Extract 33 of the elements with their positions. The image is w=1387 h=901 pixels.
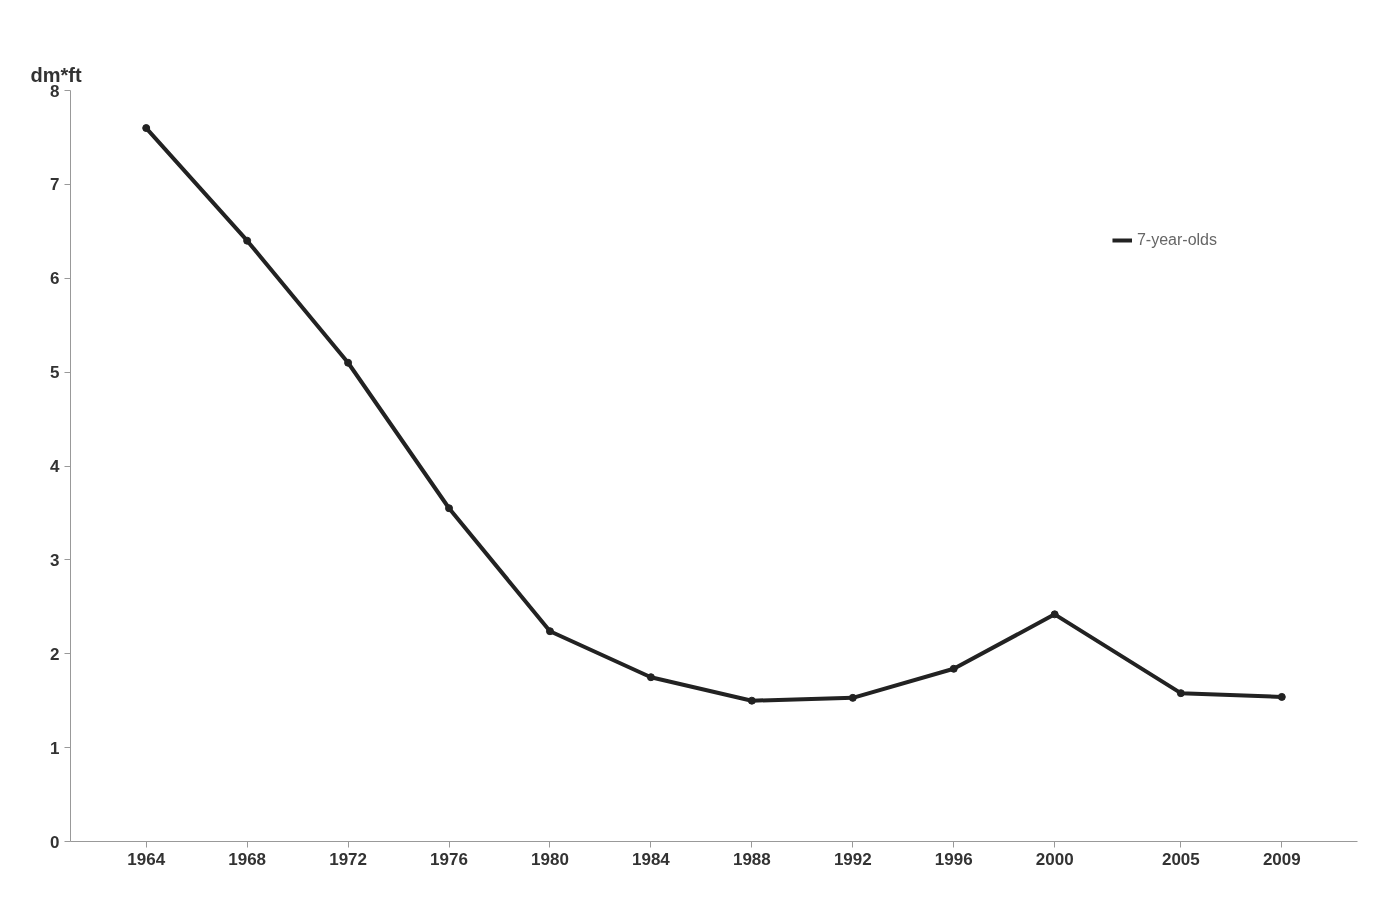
x-tick-label: 1996 [934, 849, 973, 869]
y-tick-label: 0 [50, 832, 60, 852]
y-tick-label: 4 [50, 457, 61, 476]
point [545, 627, 554, 636]
y-tick-label: 6 [50, 269, 60, 289]
point [445, 504, 454, 513]
y-tick-label: 2 [50, 644, 60, 664]
point [142, 124, 151, 133]
point [848, 693, 857, 702]
x-tick-label: 1984 [632, 849, 671, 869]
legend-label: 7-year-olds [1136, 231, 1217, 249]
x-tick-label: 2005 [1161, 849, 1200, 869]
point [949, 664, 958, 673]
point [1277, 692, 1286, 701]
x-tick-label: 1964 [127, 849, 166, 869]
x-tick-label: 1980 [531, 849, 569, 869]
y-tick-label: 5 [50, 363, 60, 383]
point [646, 673, 655, 682]
x-tick-label: 1976 [430, 849, 468, 869]
x-tick-label: 2000 [1035, 849, 1074, 869]
x-tick-label: 1968 [228, 849, 267, 869]
x-tick-label: 2009 [1262, 849, 1301, 869]
point [747, 696, 756, 705]
point [1176, 689, 1185, 698]
point [243, 236, 252, 245]
y-tick-label: 7 [50, 175, 60, 195]
point [1050, 610, 1059, 619]
y-tick-label: 1 [50, 738, 60, 758]
point [344, 358, 353, 367]
y-tick-label: 3 [50, 550, 60, 570]
x-tick-label: 1972 [329, 849, 368, 869]
x-tick-label: 1988 [732, 849, 771, 869]
x-tick-label: 1992 [833, 849, 872, 869]
